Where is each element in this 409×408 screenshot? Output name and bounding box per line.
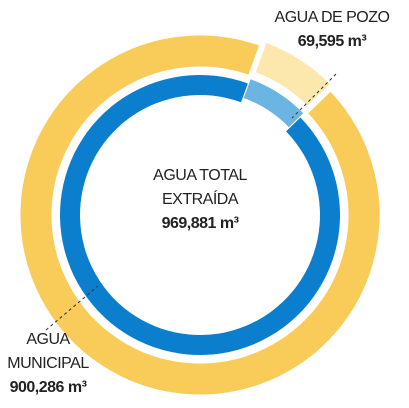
leader-line xyxy=(45,285,99,331)
slice-value: 900,286 m³ xyxy=(9,379,87,396)
slice-label: AGUA MUNICIPAL 900,286 m³ xyxy=(0,328,96,400)
center-label: AGUA TOTAL EXTRAÍDA 969,881 m³ xyxy=(125,164,275,236)
slice-value: 69,595 m³ xyxy=(297,33,367,50)
outer-slice xyxy=(249,36,337,113)
slice xyxy=(243,36,337,128)
outer-slice xyxy=(15,30,385,400)
leader-line xyxy=(291,73,337,119)
center-title: AGUA TOTAL EXTRAÍDA xyxy=(153,167,247,208)
center-total: 969,881 m³ xyxy=(161,215,239,232)
slice-name: AGUA MUNICIPAL xyxy=(7,331,89,372)
inner-slice xyxy=(243,79,304,128)
slice-name: AGUA DE POZO xyxy=(274,9,390,26)
slice-label: AGUA DE POZO 69,595 m³ xyxy=(262,6,402,54)
slice xyxy=(15,30,385,400)
